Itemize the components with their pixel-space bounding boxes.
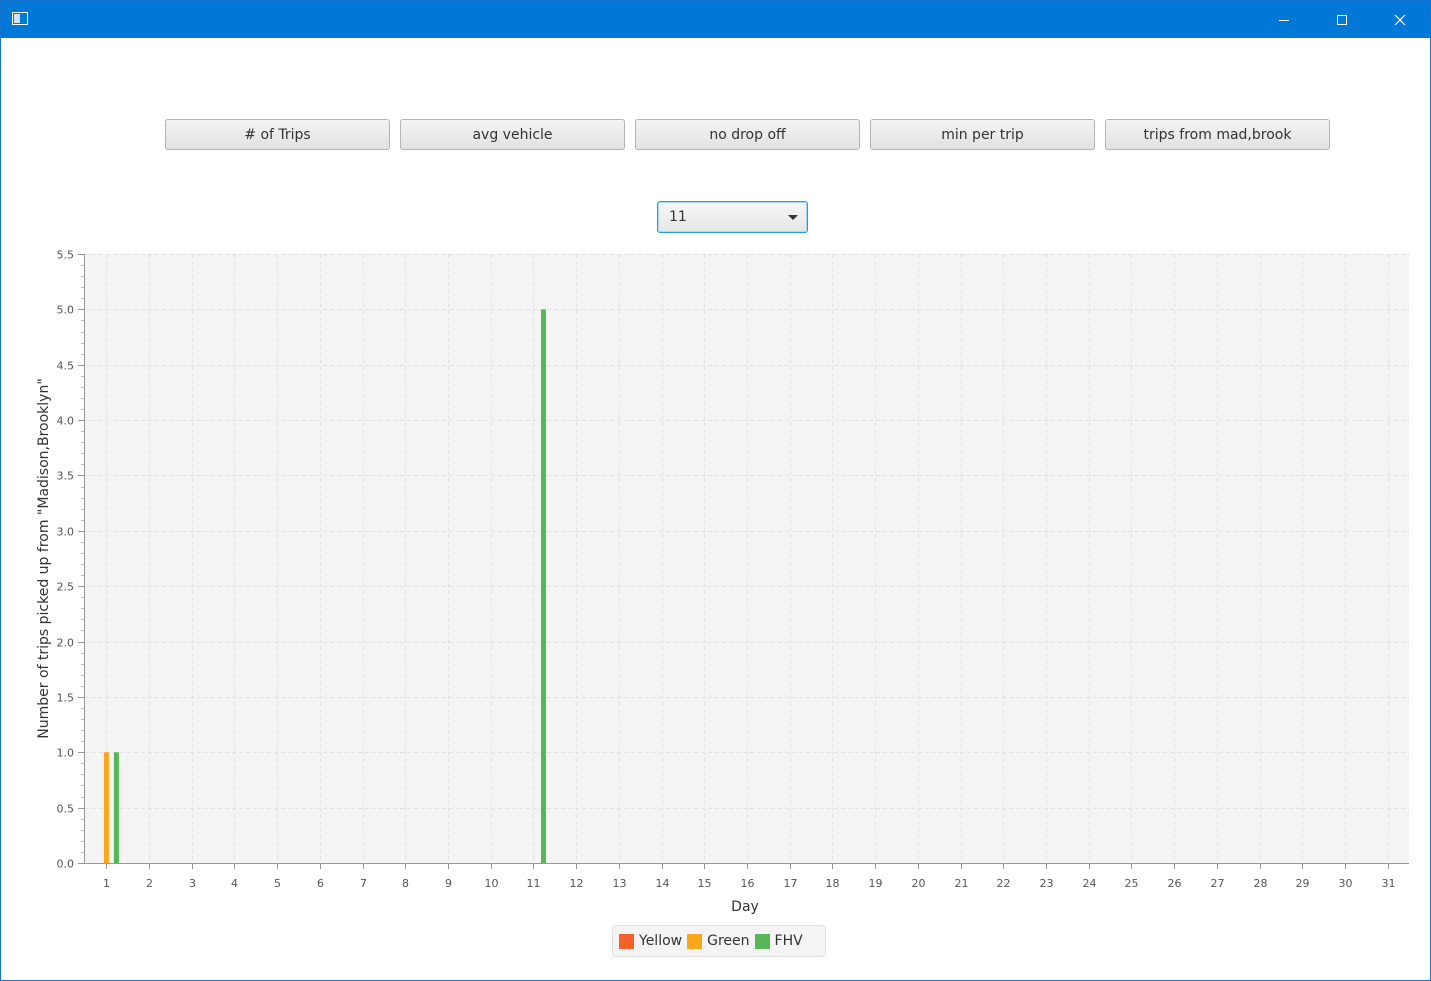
- min-per-trip-button[interactable]: min per trip: [870, 119, 1095, 150]
- legend-label-yellow: Yellow: [639, 933, 683, 949]
- legend-swatch-fhv: [754, 933, 770, 949]
- legend-label-green: Green: [707, 933, 750, 949]
- y-tick-label: 5.0: [57, 304, 75, 317]
- x-tick-label: 25: [1125, 877, 1139, 890]
- no-drop-off-button[interactable]: no drop off: [635, 119, 860, 150]
- legend-item-fhv: FHV: [754, 933, 803, 949]
- x-tick-label: 2: [146, 877, 153, 890]
- legend-item-yellow: Yellow: [619, 933, 682, 949]
- y-axis-title: Number of trips picked up from "Madison,…: [36, 378, 52, 739]
- x-tick-label: 18: [826, 877, 840, 890]
- x-tick-label: 21: [955, 877, 969, 890]
- x-tick-label: 12: [570, 877, 584, 890]
- legend-label-fhv: FHV: [774, 933, 803, 949]
- x-tick-label: 13: [613, 877, 627, 890]
- x-tick-label: 24: [1083, 877, 1097, 890]
- x-tick-label: 10: [485, 877, 499, 890]
- close-button[interactable]: [1371, 1, 1429, 38]
- x-tick-label: 8: [402, 877, 409, 890]
- x-tick-label: 3: [189, 877, 196, 890]
- x-tick-label: 27: [1211, 877, 1225, 890]
- y-tick-label: 1.0: [57, 747, 75, 760]
- x-tick-label: 19: [869, 877, 883, 890]
- x-tick-label: 31: [1382, 877, 1396, 890]
- minimize-button[interactable]: [1255, 1, 1313, 38]
- chart-legend: Yellow Green FHV: [612, 925, 826, 957]
- x-tick-label: 26: [1168, 877, 1182, 890]
- y-tick-label: 3.5: [57, 470, 75, 483]
- y-tick-label: 2.0: [57, 637, 75, 650]
- close-icon: [1394, 14, 1406, 25]
- x-tick-label: 16: [741, 877, 755, 890]
- x-tick-label: 22: [997, 877, 1011, 890]
- x-tick-label: 1: [103, 877, 110, 890]
- x-tick-label: 29: [1296, 877, 1310, 890]
- bar-fhv-day-11: [541, 309, 546, 863]
- bar-fhv-day-1: [113, 752, 119, 863]
- month-select-value: 11: [669, 209, 687, 225]
- y-tick-label: 4.5: [57, 360, 75, 373]
- legend-swatch-green: [687, 933, 703, 949]
- trips-bar-chart: 0.00.51.01.52.02.53.03.54.04.55.05.51 2 3 4…: [36, 249, 1409, 915]
- x-tick-label: 9: [445, 877, 452, 890]
- maximize-button[interactable]: [1313, 1, 1371, 38]
- y-tick-label: 3.0: [57, 526, 75, 539]
- y-tick-label: 5.5: [57, 249, 75, 262]
- x-tick-label: 4: [231, 877, 238, 890]
- y-tick-label: 1.5: [57, 692, 75, 705]
- x-tick-label: 11: [527, 877, 541, 890]
- x-tick-label: 14: [656, 877, 670, 890]
- y-tick-label: 0.5: [57, 803, 75, 816]
- x-tick-label: 23: [1040, 877, 1054, 890]
- x-tick-label: 20: [912, 877, 926, 890]
- bar-green-day-1: [103, 752, 109, 863]
- trips-count-button[interactable]: # of Trips: [165, 119, 390, 150]
- y-tick-label: 0.0: [57, 858, 75, 871]
- x-tick-label: 28: [1254, 877, 1268, 890]
- app-window-icon: [12, 12, 28, 25]
- chevron-down-icon[interactable]: [788, 215, 798, 220]
- x-axis-title: Day: [731, 899, 759, 915]
- title-bar[interactable]: [1, 1, 1430, 38]
- x-tick-label: 30: [1339, 877, 1353, 890]
- legend-item-green: Green: [687, 933, 750, 949]
- maximize-icon: [1337, 14, 1347, 25]
- x-tick-label: 15: [698, 877, 712, 890]
- trips-from-mad-brook-button[interactable]: trips from mad,brook: [1105, 119, 1330, 150]
- y-tick-label: 2.5: [57, 581, 75, 594]
- month-select[interactable]: 11: [657, 201, 808, 233]
- x-tick-label: 5: [274, 877, 281, 890]
- y-tick-label: 4.0: [57, 415, 75, 428]
- x-tick-label: 17: [784, 877, 798, 890]
- minimize-icon: [1279, 19, 1289, 21]
- x-tick-label: 7: [360, 877, 367, 890]
- avg-vehicle-button[interactable]: avg vehicle: [400, 119, 625, 150]
- x-tick-label: 6: [317, 877, 324, 890]
- legend-swatch-yellow: [619, 933, 634, 949]
